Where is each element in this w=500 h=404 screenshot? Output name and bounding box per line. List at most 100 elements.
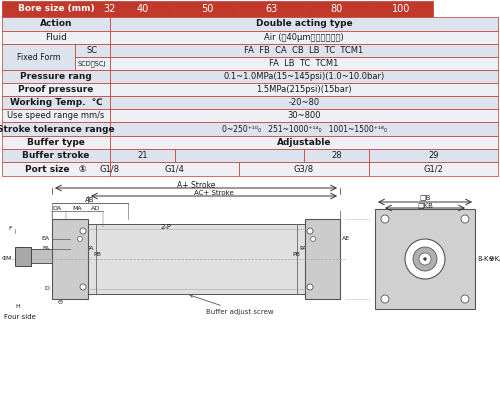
Text: 80: 80: [330, 4, 342, 14]
Text: G3/8: G3/8: [294, 164, 314, 173]
Circle shape: [307, 228, 313, 234]
Text: G1/8: G1/8: [100, 164, 120, 173]
Text: EA: EA: [42, 236, 50, 242]
Text: FA: FA: [43, 246, 50, 252]
Circle shape: [80, 228, 86, 234]
Circle shape: [381, 215, 389, 223]
Bar: [174, 1, 240, 17]
Bar: [240, 162, 368, 176]
Text: FA  FB  CA  CB  LB  TC  TCM1: FA FB CA CB LB TC TCM1: [244, 46, 364, 55]
Text: Adjustable: Adjustable: [277, 138, 331, 147]
Bar: [240, 1, 304, 17]
Bar: [75, 57, 110, 70]
Bar: [2, 17, 110, 31]
Bar: [52, 219, 88, 299]
Text: Proof pressure: Proof pressure: [18, 85, 94, 94]
Text: 100: 100: [392, 4, 410, 14]
Bar: [110, 31, 498, 44]
Bar: [375, 209, 475, 309]
Text: Stroke tolerance range: Stroke tolerance range: [0, 124, 115, 133]
Circle shape: [381, 295, 389, 303]
Text: Action: Action: [40, 19, 72, 29]
Circle shape: [419, 253, 431, 265]
Circle shape: [424, 257, 426, 261]
Text: G1/4: G1/4: [164, 164, 184, 173]
Bar: [110, 162, 240, 176]
Text: 0~250⁺¹⁰₀   251~1000⁺¹⁴₀   1001~1500⁺¹⁸₀: 0~250⁺¹⁰₀ 251~1000⁺¹⁴₀ 1001~1500⁺¹⁸₀: [222, 124, 386, 133]
Circle shape: [413, 247, 437, 271]
Bar: [110, 17, 498, 31]
Text: F: F: [423, 274, 427, 280]
Bar: [2, 1, 110, 17]
Text: 21: 21: [137, 151, 147, 160]
Bar: [305, 219, 340, 299]
Text: □B: □B: [420, 194, 430, 200]
Bar: [2, 83, 110, 96]
Bar: [110, 122, 498, 136]
Text: 8-K☢KA: 8-K☢KA: [478, 256, 500, 262]
Bar: [110, 83, 498, 96]
Bar: [110, 44, 498, 57]
Text: SC: SC: [86, 46, 98, 55]
Text: Port size   ①: Port size ①: [25, 164, 87, 173]
Bar: [2, 122, 110, 136]
Circle shape: [80, 284, 86, 290]
Circle shape: [461, 295, 469, 303]
Text: G1/2: G1/2: [424, 164, 444, 173]
Bar: [110, 1, 174, 17]
Text: Buffer stroke: Buffer stroke: [22, 151, 90, 160]
Text: 0.1~1.0MPa(15~145psi)(1.0~10.0bar): 0.1~1.0MPa(15~145psi)(1.0~10.0bar): [224, 72, 384, 81]
Text: Double acting type: Double acting type: [256, 19, 352, 29]
Text: Working Temp.  ℃: Working Temp. ℃: [10, 98, 102, 107]
Text: 50: 50: [201, 4, 213, 14]
Text: AD: AD: [91, 206, 100, 210]
Bar: [110, 109, 498, 122]
Bar: [110, 96, 498, 109]
Text: -20~80: -20~80: [288, 98, 320, 107]
Text: Buffer adjust screw: Buffer adjust screw: [190, 295, 274, 315]
Text: D: D: [44, 286, 49, 292]
Text: FA  LB  TC  TCM1: FA LB TC TCM1: [270, 59, 338, 68]
Text: PB: PB: [93, 252, 101, 257]
Text: H: H: [16, 305, 20, 309]
Bar: [2, 70, 110, 83]
Text: Air (経40μm以上濾網過濾): Air (経40μm以上濾網過濾): [264, 33, 344, 42]
Text: PA: PA: [86, 246, 94, 252]
Text: 40: 40: [136, 4, 148, 14]
Text: AC+ Stroke: AC+ Stroke: [194, 190, 234, 196]
Text: PA: PA: [300, 246, 307, 252]
Circle shape: [307, 284, 313, 290]
Text: Bore size (mm): Bore size (mm): [18, 4, 94, 13]
Circle shape: [405, 239, 445, 279]
Bar: [2, 136, 110, 149]
Bar: [15, 247, 31, 266]
Text: Pressure rang: Pressure rang: [20, 72, 92, 81]
Text: SCD、SCJ: SCD、SCJ: [78, 60, 106, 67]
Text: A+ Stroke: A+ Stroke: [177, 181, 215, 189]
Text: ΦM: ΦM: [2, 257, 12, 261]
Bar: [304, 1, 368, 17]
Text: 28: 28: [331, 151, 342, 160]
Text: AE: AE: [342, 236, 350, 242]
Text: Buffer type: Buffer type: [27, 138, 85, 147]
Bar: [2, 44, 75, 70]
Bar: [368, 162, 498, 176]
Text: MA: MA: [72, 206, 82, 210]
Bar: [110, 70, 498, 83]
Text: DA: DA: [52, 206, 62, 210]
Bar: [304, 149, 368, 162]
Bar: [15, 249, 52, 263]
Text: 32: 32: [104, 4, 116, 14]
Bar: [110, 57, 498, 70]
Bar: [2, 109, 110, 122]
Text: 63: 63: [266, 4, 278, 14]
Text: PB: PB: [292, 252, 300, 257]
Text: AB: AB: [85, 197, 95, 203]
Circle shape: [78, 236, 82, 242]
Text: 2-P: 2-P: [161, 224, 172, 230]
Bar: [2, 149, 110, 162]
Text: Use speed range mm/s: Use speed range mm/s: [8, 111, 104, 120]
Text: □KB: □KB: [417, 202, 433, 208]
Bar: [2, 162, 110, 176]
Bar: [75, 44, 110, 57]
